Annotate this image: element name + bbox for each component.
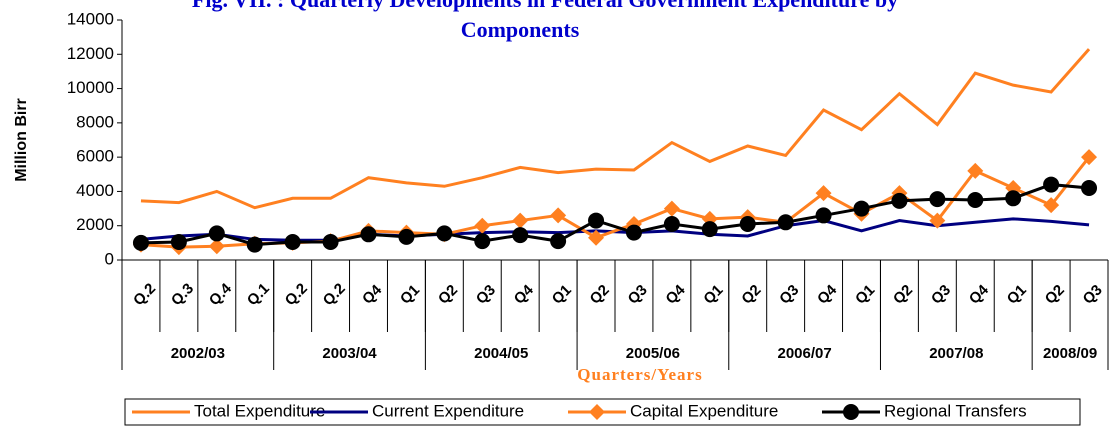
x-tick-label: Q1 <box>700 282 726 308</box>
y-tick-label: 6000 <box>76 147 114 166</box>
marker <box>815 207 832 224</box>
marker <box>967 162 984 179</box>
x-tick-label: Q3 <box>776 282 802 308</box>
x-tick-label: Q4 <box>359 281 386 308</box>
x-tick-label: Q3 <box>1080 282 1106 308</box>
y-tick-label: 8000 <box>76 112 114 131</box>
group-label: 2006/07 <box>777 345 831 362</box>
marker <box>663 200 680 217</box>
x-tick-label: Q1 <box>397 282 423 308</box>
y-tick-label: 4000 <box>76 181 114 200</box>
marker <box>967 192 984 208</box>
marker <box>739 216 756 232</box>
marker <box>398 228 415 245</box>
x-tick-label: Q4 <box>814 281 841 308</box>
marker <box>512 212 529 229</box>
x-axis-label: Quarters/Years <box>577 365 702 384</box>
group-label: 2007/08 <box>929 345 983 362</box>
marker <box>929 212 946 229</box>
legend-label: Regional Transfers <box>884 401 1027 420</box>
marker <box>474 233 491 250</box>
y-tick-label: 10000 <box>67 78 114 97</box>
x-tick-label: Q.2 <box>320 280 349 309</box>
x-tick-label: Q3 <box>624 282 650 308</box>
marker <box>1043 197 1060 214</box>
x-tick-label: Q1 <box>852 282 878 308</box>
marker <box>588 212 605 229</box>
legend-label: Total Expenditure <box>194 401 325 420</box>
marker <box>853 200 870 217</box>
marker <box>1043 176 1060 193</box>
x-tick-label: Q4 <box>966 281 993 308</box>
marker <box>208 225 225 242</box>
marker <box>360 226 377 243</box>
marker <box>777 214 794 231</box>
marker <box>132 234 149 251</box>
x-tick-label: Q2 <box>890 282 916 308</box>
marker <box>815 185 832 202</box>
marker <box>550 233 567 250</box>
group-label: 2008/09 <box>1043 345 1097 362</box>
marker <box>891 192 908 209</box>
x-tick-label: Q2 <box>738 282 764 308</box>
marker <box>436 225 453 242</box>
marker <box>1081 149 1098 166</box>
marker <box>322 234 339 250</box>
group-label: 2002/03 <box>171 345 225 362</box>
marker <box>284 234 301 250</box>
x-tick-label: Q.1 <box>244 280 273 309</box>
marker <box>170 234 187 250</box>
x-tick-label: Q.2 <box>130 280 159 309</box>
marker <box>1081 180 1098 196</box>
marker <box>701 221 718 238</box>
marker <box>929 191 946 208</box>
group-label: 2003/04 <box>322 345 377 362</box>
marker <box>625 224 642 241</box>
x-tick-label: Q3 <box>473 282 499 308</box>
y-tick-label: 0 <box>105 249 114 268</box>
x-tick-label: Q4 <box>511 281 538 308</box>
marker <box>843 404 859 420</box>
marker <box>663 216 680 232</box>
marker <box>208 238 225 255</box>
marker <box>1005 190 1022 207</box>
legend-label: Capital Expenditure <box>630 401 778 420</box>
marker <box>589 404 605 420</box>
group-label: 2005/06 <box>626 345 680 362</box>
legend-label: Current Expenditure <box>372 401 524 420</box>
x-tick-label: Q4 <box>662 281 689 308</box>
chart-title: Fig. VII. : Quarterly Developments in Fe… <box>192 0 898 12</box>
x-tick-label: Q1 <box>549 282 575 308</box>
x-tick-label: Q2 <box>1042 282 1068 308</box>
x-tick-label: Q2 <box>587 282 613 308</box>
y-axis-label: Million Birr <box>13 98 30 182</box>
x-tick-label: Q1 <box>1004 282 1030 308</box>
marker <box>588 229 605 246</box>
marker <box>512 227 529 244</box>
y-tick-label: 12000 <box>67 44 114 63</box>
series-line <box>140 183 1090 247</box>
marker <box>474 217 491 234</box>
x-tick-label: Q.3 <box>168 280 197 309</box>
marker <box>550 207 567 224</box>
y-tick-label: 2000 <box>76 215 114 234</box>
x-tick-label: Q.4 <box>206 280 236 310</box>
marker <box>246 236 263 253</box>
group-label: 2004/05 <box>474 345 528 362</box>
chart-title: Components <box>461 17 580 42</box>
x-tick-label: Q.2 <box>282 280 311 309</box>
y-tick-label: 14000 <box>67 9 114 28</box>
x-tick-label: Q3 <box>928 282 954 308</box>
x-tick-label: Q2 <box>435 282 461 308</box>
series-line <box>140 48 1091 210</box>
legend-box <box>124 398 1081 426</box>
